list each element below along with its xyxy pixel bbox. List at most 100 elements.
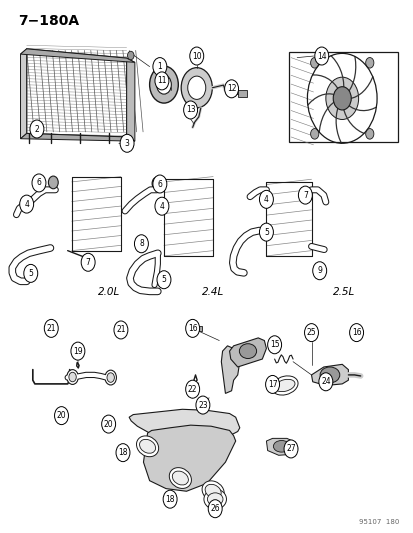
Text: 12: 12	[226, 84, 236, 93]
Text: 15: 15	[269, 340, 279, 349]
Ellipse shape	[271, 376, 297, 395]
Circle shape	[310, 128, 318, 139]
Circle shape	[163, 490, 177, 508]
Circle shape	[102, 415, 115, 433]
Circle shape	[149, 66, 178, 103]
Circle shape	[259, 223, 273, 241]
Circle shape	[283, 440, 297, 458]
Polygon shape	[126, 58, 135, 141]
Polygon shape	[266, 438, 297, 455]
Text: 4: 4	[24, 199, 29, 208]
Text: 17: 17	[267, 380, 277, 389]
Text: 2: 2	[34, 125, 39, 133]
Circle shape	[208, 500, 222, 518]
Circle shape	[265, 375, 279, 393]
Circle shape	[312, 262, 326, 280]
Circle shape	[325, 77, 358, 119]
Text: 27: 27	[285, 445, 295, 454]
Circle shape	[48, 176, 58, 189]
Circle shape	[55, 407, 68, 425]
Text: 13: 13	[185, 106, 195, 115]
Text: 20: 20	[104, 419, 113, 429]
Circle shape	[71, 342, 85, 360]
Circle shape	[157, 271, 171, 289]
Polygon shape	[229, 338, 266, 367]
Bar	[237, 90, 246, 98]
Ellipse shape	[169, 467, 191, 488]
Text: 21: 21	[46, 324, 56, 333]
Circle shape	[365, 58, 373, 68]
Text: 18: 18	[165, 495, 174, 504]
Ellipse shape	[207, 493, 223, 505]
Text: 26: 26	[210, 504, 219, 513]
Circle shape	[134, 235, 148, 253]
Text: 3: 3	[124, 139, 129, 148]
Circle shape	[30, 120, 44, 138]
Circle shape	[267, 336, 281, 354]
Ellipse shape	[319, 367, 339, 383]
Circle shape	[160, 80, 167, 89]
Text: 2.5L: 2.5L	[332, 287, 355, 297]
Circle shape	[185, 380, 199, 398]
Text: 2.4L: 2.4L	[202, 287, 224, 297]
Circle shape	[24, 264, 38, 282]
Text: 95107  180: 95107 180	[358, 519, 399, 524]
Circle shape	[314, 47, 328, 65]
Circle shape	[69, 372, 76, 382]
Circle shape	[154, 72, 169, 90]
Circle shape	[156, 75, 171, 94]
Ellipse shape	[172, 471, 188, 485]
Circle shape	[304, 324, 318, 342]
Circle shape	[187, 76, 205, 99]
Text: 5: 5	[28, 269, 33, 278]
Text: 2.0L: 2.0L	[97, 287, 119, 297]
Circle shape	[114, 321, 128, 339]
Ellipse shape	[239, 344, 256, 359]
Circle shape	[66, 369, 78, 384]
Circle shape	[20, 195, 33, 213]
Circle shape	[107, 373, 114, 382]
Text: 18: 18	[118, 448, 128, 457]
Bar	[288, 52, 396, 142]
Text: 21: 21	[116, 326, 126, 335]
Text: 9: 9	[316, 266, 321, 275]
Circle shape	[120, 134, 134, 152]
Polygon shape	[21, 49, 26, 139]
Circle shape	[32, 174, 46, 192]
Circle shape	[224, 80, 238, 98]
Text: 19: 19	[73, 346, 83, 356]
Text: 16: 16	[188, 324, 197, 333]
Text: 4: 4	[263, 195, 268, 204]
Circle shape	[152, 58, 166, 76]
Text: 7: 7	[85, 258, 90, 267]
Text: 8: 8	[139, 239, 143, 248]
Text: 11: 11	[157, 76, 166, 85]
Circle shape	[128, 141, 133, 149]
Text: 25: 25	[306, 328, 316, 337]
Text: 7−180A: 7−180A	[19, 14, 79, 28]
Circle shape	[310, 58, 318, 68]
Circle shape	[318, 373, 332, 391]
Text: 1: 1	[157, 62, 162, 71]
Circle shape	[127, 51, 134, 60]
Circle shape	[189, 47, 203, 65]
Text: 24: 24	[320, 377, 330, 386]
Circle shape	[154, 197, 169, 215]
Circle shape	[259, 190, 273, 208]
Polygon shape	[143, 425, 235, 491]
Bar	[194, 326, 202, 331]
Polygon shape	[129, 409, 239, 438]
Circle shape	[349, 324, 363, 342]
Circle shape	[116, 443, 130, 462]
Ellipse shape	[202, 481, 224, 502]
Polygon shape	[21, 133, 135, 141]
Circle shape	[105, 370, 116, 385]
Text: 5: 5	[161, 275, 166, 284]
Ellipse shape	[139, 439, 155, 453]
Ellipse shape	[204, 484, 221, 498]
Text: 16: 16	[351, 328, 361, 337]
Polygon shape	[311, 365, 348, 385]
Circle shape	[81, 253, 95, 271]
Polygon shape	[26, 49, 126, 137]
Circle shape	[183, 101, 197, 119]
